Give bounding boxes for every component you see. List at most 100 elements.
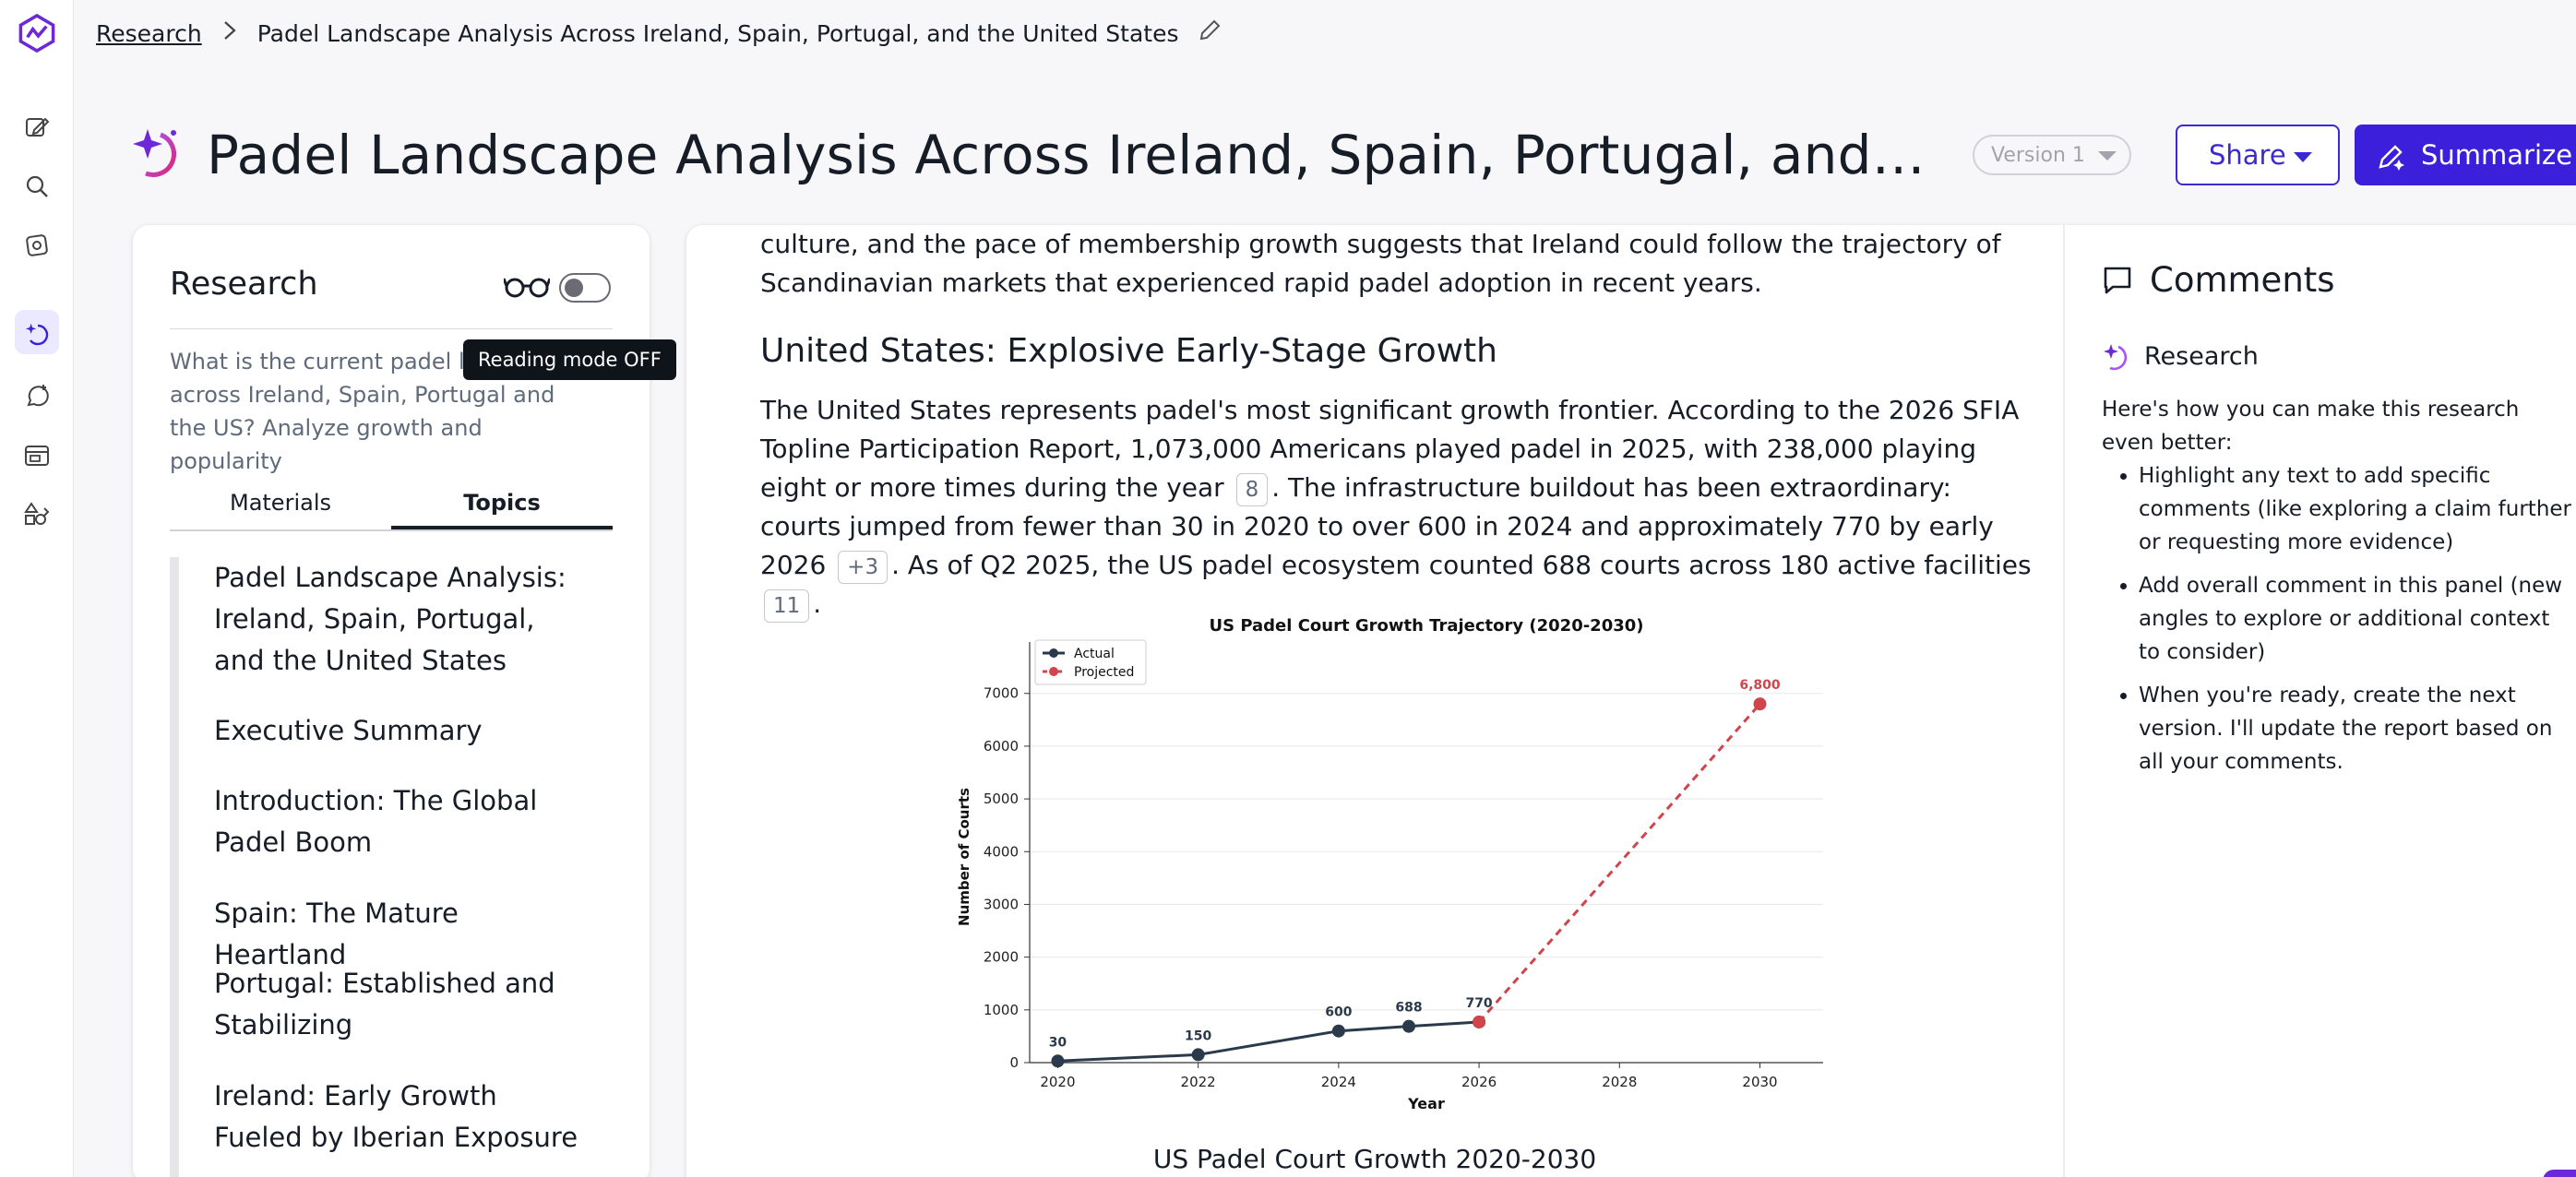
y-tick-label: 1000 [984,1002,1019,1018]
data-label: 30 [1049,1035,1067,1050]
data-label: 6,800 [1739,678,1781,693]
breadcrumb-root-link[interactable]: Research [96,19,202,47]
data-point-actual [1191,1048,1205,1062]
citation-badge[interactable]: +3 [838,551,888,584]
citation-badge[interactable]: 8 [1235,473,1269,506]
data-point-actual [1401,1019,1415,1033]
summarize-label: Summarize [2421,139,2573,171]
tip-item: When you're ready, create the next versi… [2139,679,2572,779]
app-logo-icon[interactable] [15,11,59,55]
topic-item[interactable]: Spain: The Mature Heartland [214,898,459,970]
data-label: 770 [1465,996,1492,1011]
corner-accent [2543,1170,2576,1177]
reading-glasses-icon [502,275,552,303]
tab-topics[interactable]: Topics [391,480,613,529]
summarize-button[interactable]: Summarize [2355,125,2576,185]
chat-bubble-icon[interactable] [15,374,59,419]
toggle-knob [565,279,583,297]
panel-divider [2063,225,2065,1177]
research-panel-title: Research [170,266,318,303]
tab-materials[interactable]: Materials [229,490,331,516]
paragraph-text: . [813,588,822,619]
x-tick-label: 2024 [1321,1074,1356,1090]
tip-item: Highlight any text to add specific comme… [2139,459,2572,559]
data-point-actual [1331,1024,1345,1038]
paragraph-text: . The infrastructure buildout has been e… [760,472,1994,580]
agent-name: Research [2144,341,2259,371]
y-axis-label: Number of Courts [956,788,972,926]
shapes-apps-icon[interactable] [15,493,59,537]
data-point-projected [1473,1015,1486,1028]
topics-list: Padel Landscape Analysis: Ireland, Spain… [170,557,613,1177]
court-growth-chart: 0 1000 2000 3000 4000 5000 6000 7000 2020 2022 202… [956,616,1823,1112]
divider [170,328,613,329]
x-tick-label: 2020 [1040,1074,1075,1090]
chevron-down-icon [2098,151,2117,160]
legend-label: Projected [1074,665,1134,680]
paragraph-text: The United States represents padel's mos… [760,395,2020,503]
legend-label: Actual [1074,647,1115,661]
data-label: 688 [1395,1001,1422,1016]
series-line-projected [1477,703,1761,1023]
explore-icon[interactable] [15,223,59,268]
chart-title: US Padel Court Growth Trajectory (2020-2… [1209,616,1643,636]
search-icon[interactable] [15,164,59,208]
share-label: Share [2209,139,2286,171]
topic-item[interactable]: Introduction: The Global Padel Boom [214,785,538,858]
section-heading: United States: Explosive Early-Stage Gro… [760,332,1497,370]
version-select[interactable]: Version 1 [1973,135,2131,175]
agent-row: Research [2102,341,2259,371]
research-nav-icon[interactable] [15,310,59,354]
new-chat-icon[interactable] [15,105,59,149]
data-point-projected [1753,697,1767,711]
paragraph-text: . As of Q2 2025, the US padel ecosystem … [891,550,2032,580]
tips-list: Highlight any text to add specific comme… [2139,459,2572,789]
comments-intro: Here's how you can make this research ev… [2102,398,2520,455]
data-label: 600 [1325,1005,1352,1020]
breadcrumb-current: Padel Landscape Analysis Across Ireland,… [256,19,1179,47]
topic-item[interactable]: Padel Landscape Analysis: Ireland, Spain… [214,562,566,676]
topic-item[interactable]: Executive Summary [214,715,483,746]
y-tick-label: 0 [1009,1054,1019,1071]
comments-title: Comments [2150,260,2335,300]
x-tick-label: 2022 [1181,1074,1216,1090]
comments-header: Comments [2102,260,2335,300]
legend-box [1034,639,1147,685]
caret-down-icon [2294,152,2312,162]
reading-mode-toggle[interactable] [559,273,611,303]
edit-title-pencil-icon[interactable] [1198,18,1222,48]
research-panel: Research What is the current padel lands… [133,225,650,1177]
page-title: Padel Landscape Analysis Across Ireland,… [207,124,1941,186]
citation-badge[interactable]: 11 [764,589,810,623]
data-point-actual [1051,1054,1065,1068]
share-button[interactable]: Share [2176,125,2340,185]
us-growth-paragraph: The United States represents padel's mos… [760,391,2033,624]
x-tick-label: 2030 [1742,1074,1777,1090]
y-tick-label: 6000 [984,738,1019,755]
document-viewer: culture, and the pace of membership grow… [686,225,2576,1177]
x-tick-label: 2026 [1461,1074,1497,1090]
research-sparkle-icon [129,124,188,186]
browser-window-icon[interactable] [15,434,59,478]
legend-marker [1049,667,1058,676]
topic-item[interactable]: Ireland: Early Growth Fueled by Iberian … [214,1080,578,1153]
y-tick-label: 7000 [984,685,1019,702]
panel-tabs: Materials Topics [170,480,613,531]
y-tick-label: 2000 [984,949,1019,966]
x-tick-label: 2028 [1602,1074,1637,1090]
legend-marker [1049,648,1058,658]
topic-item[interactable]: Portugal: Established and Stabilizing [214,968,555,1040]
x-axis-label: Year [1407,1095,1445,1112]
page-header: Padel Landscape Analysis Across Ireland,… [129,118,1941,192]
comment-bubble-icon [2104,267,2131,293]
research-agent-icon [2104,344,2128,371]
breadcrumb: Research Padel Landscape Analysis Across… [96,0,1222,66]
version-label: Version 1 [1991,143,2085,167]
y-tick-label: 3000 [984,896,1019,912]
summarize-pencil-sparkle-icon [2379,145,2404,171]
reading-mode-tooltip: Reading mode OFF [463,339,676,380]
chart-caption: US Padel Court Growth 2020-2030 [1152,1144,1597,1174]
data-label: 150 [1185,1028,1211,1043]
y-tick-label: 5000 [984,791,1019,807]
series-line-actual [1057,1020,1480,1063]
